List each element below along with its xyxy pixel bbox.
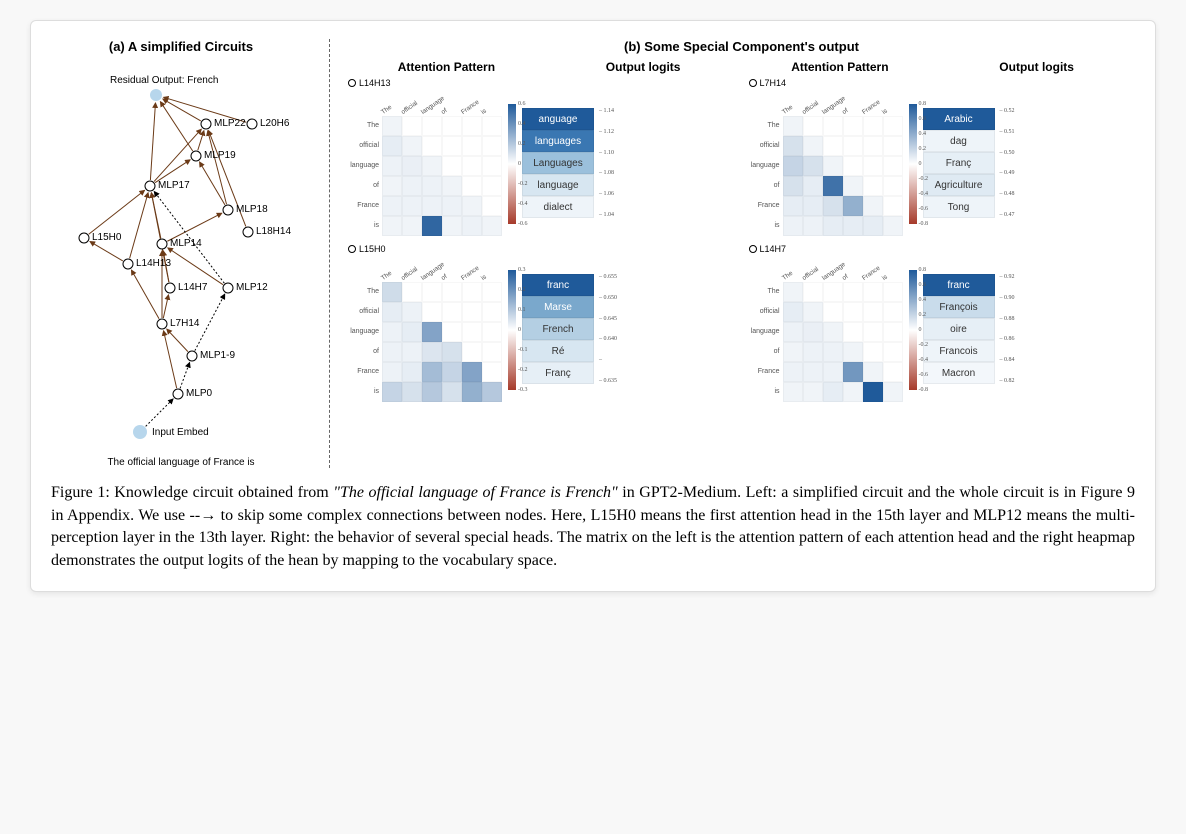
svg-text:L18H14: L18H14 xyxy=(256,226,291,237)
figure-container: (a) A simplified Circuits Residual Outpu… xyxy=(30,20,1156,592)
svg-text:MLP19: MLP19 xyxy=(204,150,236,161)
col-header-attn-1: Attention Pattern xyxy=(348,60,545,74)
circuit-diagram: Residual Output: French MLP22 L20H6 MLP19 ML… xyxy=(56,60,306,455)
caption-quote: "The official language of France is Fren… xyxy=(333,484,617,501)
head-label: L7H14 xyxy=(760,78,787,88)
svg-text:MLP1-9: MLP1-9 xyxy=(200,350,235,361)
svg-text:MLP18: MLP18 xyxy=(236,204,268,215)
panel-b: (b) Some Special Component's output Atte… xyxy=(348,39,1135,468)
head-label: L14H7 xyxy=(760,244,787,254)
svg-text:L15H0: L15H0 xyxy=(92,232,122,243)
panel-a: (a) A simplified Circuits Residual Outpu… xyxy=(51,39,311,468)
head-label: L15H0 xyxy=(359,244,386,254)
figure-caption: Figure 1: Knowledge circuit obtained fro… xyxy=(51,482,1135,573)
panel-a-title: (a) A simplified Circuits xyxy=(51,39,311,54)
svg-text:MLP17: MLP17 xyxy=(158,180,190,191)
heatmap-cell: L15H0TheofficiallanguageofFranceisTheoff… xyxy=(348,244,735,402)
svg-text:MLP0: MLP0 xyxy=(186,388,213,399)
panel-b-title: (b) Some Special Component's output xyxy=(348,39,1135,54)
svg-text:Input Embed: Input Embed xyxy=(152,427,209,438)
caption-lead: Figure 1: Knowledge circuit obtained fro… xyxy=(51,484,333,501)
svg-text:MLP14: MLP14 xyxy=(170,238,202,249)
output-logits-list: ArabicdagFrançAgricultureTong xyxy=(923,108,995,218)
output-logits-list: francFrançoisoireFrancoisMacron xyxy=(923,274,995,384)
output-logits-list: francMarseFrenchRéFranç xyxy=(522,274,594,384)
svg-text:L20H6: L20H6 xyxy=(260,118,290,129)
col-header-logits-2: Output logits xyxy=(938,60,1135,74)
head-label: L14H13 xyxy=(359,78,391,88)
heatmap-cell: L7H14TheofficiallanguageofFranceisTheoff… xyxy=(749,78,1136,236)
colorbar: 0.80.60.40.20-0.2-0.4-0.6-0.8 xyxy=(909,104,917,224)
svg-text:MLP22: MLP22 xyxy=(214,118,246,129)
panel-divider xyxy=(329,39,330,468)
colorbar: 0.30.20.10-0.1-0.2-0.3 xyxy=(508,270,516,390)
heatmap-cell: L14H13TheofficiallanguageofFranceisTheof… xyxy=(348,78,735,236)
col-header-attn-2: Attention Pattern xyxy=(742,60,939,74)
heatmap-cell: L14H7TheofficiallanguageofFranceisTheoff… xyxy=(749,244,1136,402)
output-logits-list: anguagelanguagesLanguageslanguagedialect xyxy=(522,108,594,218)
svg-text:L14H13: L14H13 xyxy=(136,258,171,269)
colorbar: 0.60.40.20-0.2-0.4-0.6 xyxy=(508,104,516,224)
input-sentence: The official language of France is xyxy=(51,457,311,468)
heatmap-grid: L14H13TheofficiallanguageofFranceisTheof… xyxy=(348,78,1135,402)
svg-text:MLP12: MLP12 xyxy=(236,282,268,293)
svg-text:L14H7: L14H7 xyxy=(178,282,208,293)
column-headers: Attention Pattern Output logits Attentio… xyxy=(348,60,1135,74)
colorbar: 0.80.60.40.20-0.2-0.4-0.6-0.8 xyxy=(909,270,917,390)
svg-text:Residual Output: French: Residual Output: French xyxy=(110,75,218,86)
svg-text:L7H14: L7H14 xyxy=(170,318,200,329)
col-header-logits-1: Output logits xyxy=(545,60,742,74)
